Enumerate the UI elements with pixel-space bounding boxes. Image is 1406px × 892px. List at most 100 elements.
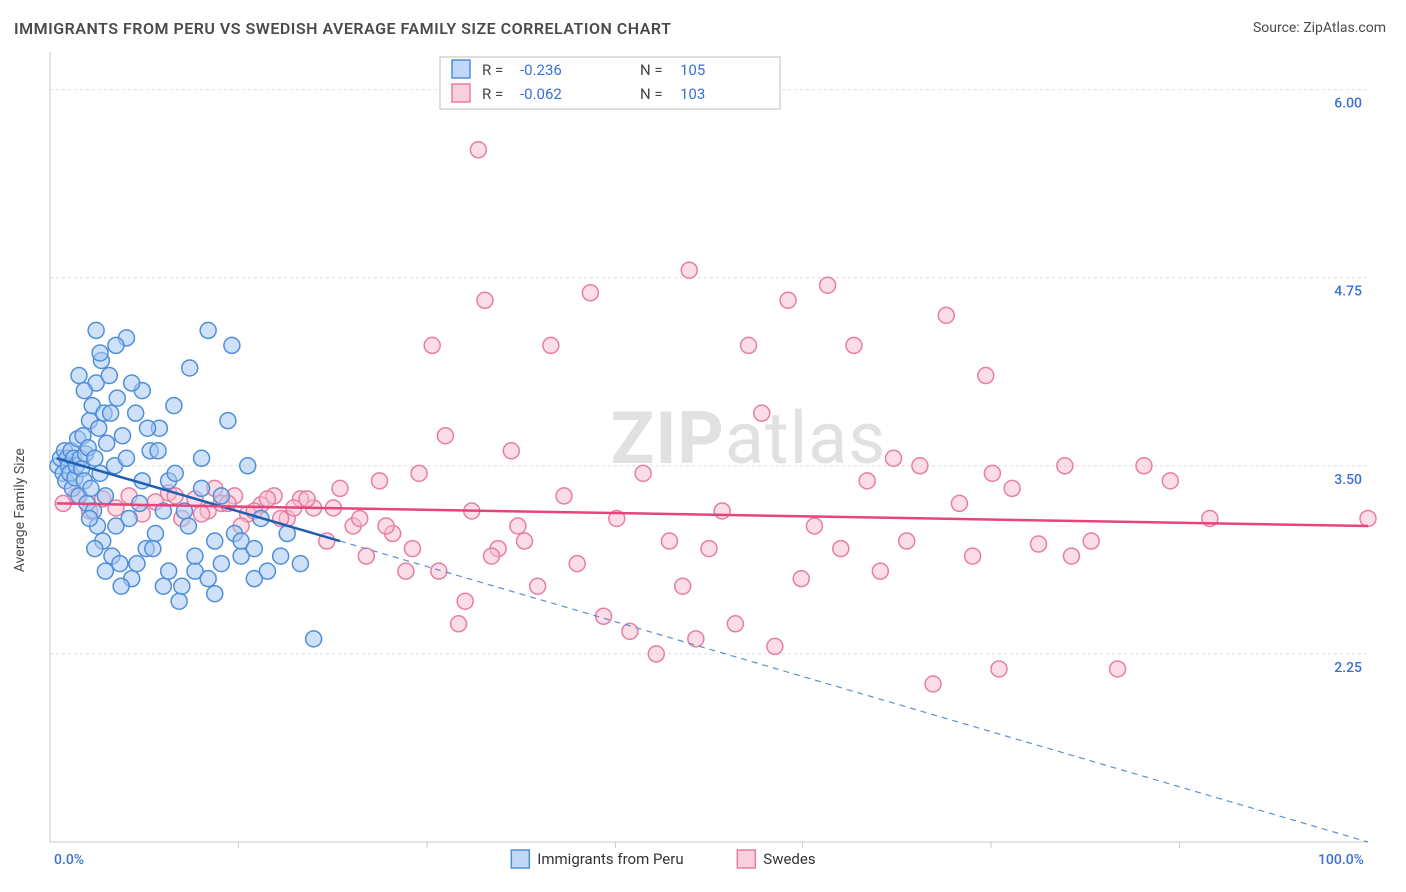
legend-label: Immigrants from Peru [537, 850, 683, 868]
data-point [991, 661, 1007, 677]
data-point [431, 563, 447, 579]
data-point [213, 556, 229, 572]
data-point [899, 533, 915, 549]
svg-text:3.50: 3.50 [1334, 472, 1362, 488]
data-point [187, 548, 203, 564]
data-point [88, 322, 104, 338]
data-point [859, 473, 875, 489]
data-point [727, 616, 743, 632]
data-point [174, 578, 190, 594]
data-point [965, 548, 981, 564]
data-point [569, 556, 585, 572]
data-point [220, 413, 236, 429]
data-point [108, 518, 124, 534]
data-point [411, 465, 427, 481]
data-point [97, 488, 113, 504]
data-point [200, 322, 216, 338]
data-point [846, 337, 862, 353]
data-point [978, 368, 994, 384]
svg-text:-0.236: -0.236 [520, 61, 562, 79]
data-point [1110, 661, 1126, 677]
data-point [207, 533, 223, 549]
data-point [701, 541, 717, 557]
data-point [87, 450, 103, 466]
data-point [484, 548, 500, 564]
chart-title: IMMIGRANTS FROM PERU VS SWEDISH AVERAGE … [14, 19, 671, 38]
data-point [182, 360, 198, 376]
data-point [1063, 548, 1079, 564]
data-point [87, 541, 103, 557]
data-point [398, 563, 414, 579]
source-link[interactable]: ZipAtlas.com [1303, 20, 1386, 36]
data-point [681, 262, 697, 278]
data-point [92, 345, 108, 361]
data-point [140, 420, 156, 436]
data-point [635, 465, 651, 481]
svg-text:2.25: 2.25 [1334, 660, 1362, 676]
data-point [207, 586, 223, 602]
data-point [648, 646, 664, 662]
data-point [132, 495, 148, 511]
data-point [378, 518, 394, 534]
data-point [872, 563, 888, 579]
data-point [171, 593, 187, 609]
svg-text:N =: N = [640, 85, 663, 103]
header: IMMIGRANTS FROM PERU VS SWEDISH AVERAGE … [0, 0, 1406, 48]
data-point [114, 428, 130, 444]
data-point [129, 556, 145, 572]
data-point [938, 307, 954, 323]
data-point [951, 495, 967, 511]
data-point [273, 548, 289, 564]
data-point [112, 556, 128, 572]
data-point [306, 631, 322, 647]
data-point [167, 465, 183, 481]
data-point [180, 518, 196, 534]
chart-svg: 2.253.504.756.000.0%100.0%Average Family… [0, 44, 1406, 892]
data-point [833, 541, 849, 557]
data-point [101, 368, 117, 384]
svg-text:-0.062: -0.062 [520, 85, 562, 103]
data-point [477, 292, 493, 308]
svg-text:N =: N = [640, 61, 663, 79]
data-point [767, 638, 783, 654]
data-point [886, 450, 902, 466]
svg-text:R =: R = [482, 61, 503, 79]
data-point [166, 398, 182, 414]
data-point [457, 593, 473, 609]
data-point [200, 571, 216, 587]
data-point [404, 541, 420, 557]
data-point [194, 506, 210, 522]
data-point [259, 491, 275, 507]
legend-swatch [452, 60, 470, 78]
watermark: ZIPatlas [611, 396, 887, 481]
svg-text:0.0%: 0.0% [54, 852, 84, 868]
data-point [108, 337, 124, 353]
svg-text:4.75: 4.75 [1334, 284, 1362, 300]
data-point [503, 443, 519, 459]
data-point [984, 465, 1000, 481]
svg-text:6.00: 6.00 [1334, 96, 1362, 112]
trend-line-extrapolated [340, 541, 1368, 842]
data-point [714, 503, 730, 519]
data-point [675, 578, 691, 594]
data-point [259, 563, 275, 579]
data-point [1057, 458, 1073, 474]
data-point [424, 337, 440, 353]
data-point [451, 616, 467, 632]
data-point [91, 420, 107, 436]
data-point [147, 526, 163, 542]
data-point [1004, 480, 1020, 496]
data-point [155, 578, 171, 594]
data-point [688, 631, 704, 647]
data-point [1136, 458, 1152, 474]
data-point [194, 480, 210, 496]
legend-swatch [737, 850, 755, 868]
y-axis-label: Average Family Size [12, 448, 28, 572]
data-point [76, 383, 92, 399]
data-point [103, 405, 119, 421]
data-point [912, 458, 928, 474]
data-point [194, 450, 210, 466]
data-point [925, 676, 941, 692]
data-point [99, 435, 115, 451]
data-point [299, 491, 315, 507]
